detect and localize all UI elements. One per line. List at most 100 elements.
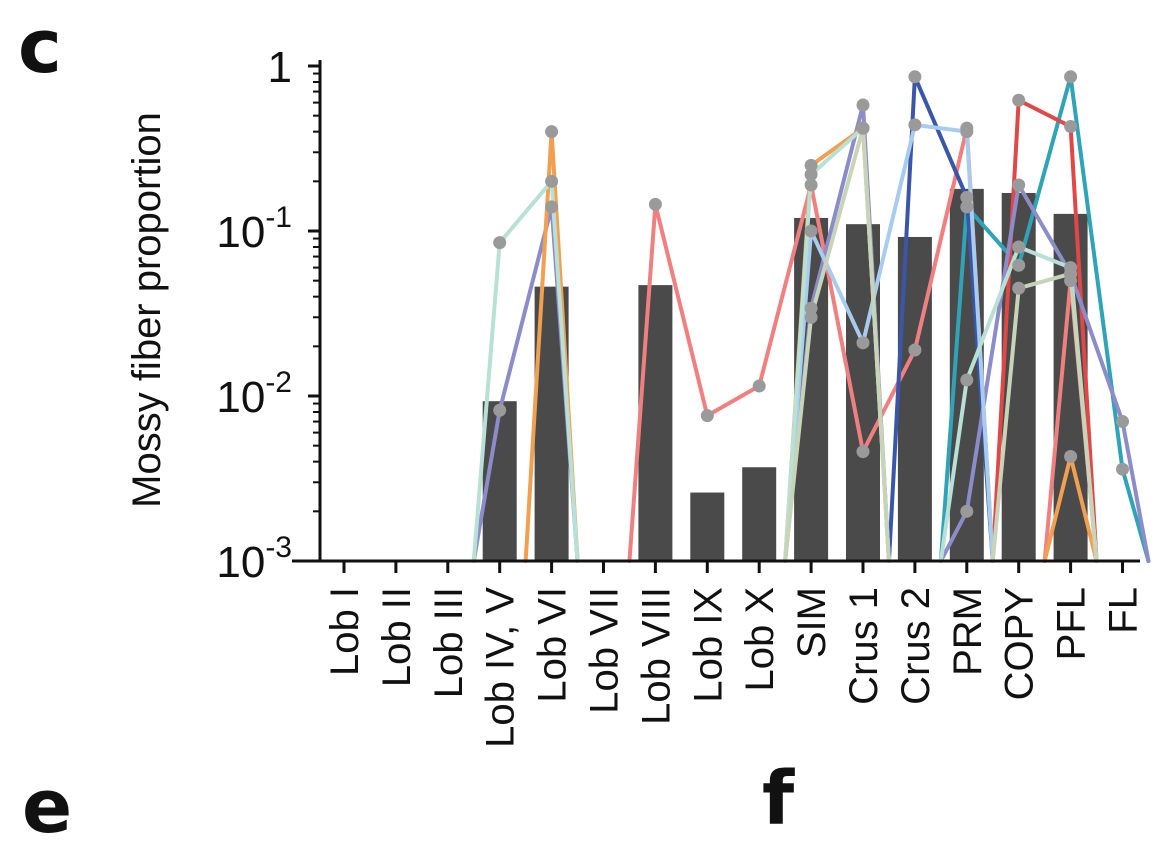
series-0-point: [856, 445, 870, 459]
series-4-drop-left: [471, 408, 502, 563]
x-tick-label: Lob IX: [686, 587, 730, 703]
series-8-drop-right: [1068, 271, 1099, 563]
series-5-segment: [912, 122, 969, 134]
bar-8: [742, 467, 777, 561]
series-5-segment: [809, 229, 865, 345]
series-4-segment: [809, 103, 865, 311]
series-1-segment: [1068, 74, 1125, 472]
series-8-segment: [809, 126, 865, 320]
series-6-drop-left: [1042, 454, 1073, 563]
series-points-layer: [493, 70, 1129, 518]
series-2-drop-left: [990, 98, 1021, 563]
series-0-point: [648, 197, 662, 211]
x-tick-label: Crus 2: [894, 587, 938, 705]
series-1-segment: [1016, 74, 1073, 268]
series-0-point: [908, 343, 922, 357]
x-tick-label: Lob II: [375, 587, 419, 687]
x-tick-label: Crus 1: [842, 587, 886, 705]
y-tick-label: 10-3: [216, 531, 292, 587]
series-6-drop-right: [1068, 454, 1099, 563]
x-tick-label: FL: [1102, 587, 1146, 634]
series-4-segment: [1068, 271, 1125, 424]
mossy-fiber-chart: 1 10-1 10-2 10-3 Lob I Lob II Lob III Lob IV, V…: [125, 43, 1151, 748]
x-tick-label: PFL: [1050, 587, 1094, 660]
series-8-point: [804, 310, 818, 324]
series-7-point: [493, 236, 507, 250]
y-tick-label: 1: [268, 43, 292, 92]
series-4-segment: [497, 204, 554, 413]
series-3-point: [908, 70, 922, 84]
series-7-point: [545, 174, 559, 188]
axes-layer: 1 10-1 10-2 10-3 Lob I Lob II Lob III Lob IV, V…: [216, 43, 1145, 748]
series-8-drop-left: [783, 315, 814, 563]
series-7-drop-left: [471, 240, 502, 563]
x-tick-label: PRM: [946, 587, 990, 676]
series-7-drop-left: [783, 172, 814, 563]
series-4-segment: [1016, 183, 1073, 276]
series-7-drop-right: [549, 179, 580, 563]
series-7-segment: [964, 244, 1021, 383]
series-0-point: [700, 409, 714, 423]
x-tick-label: Lob X: [738, 587, 782, 692]
series-3-drop-left: [886, 74, 917, 563]
y-axis-label: Mossy fiber proportion: [125, 112, 169, 508]
series-0-segment: [809, 183, 865, 454]
series-7-point: [960, 373, 974, 387]
series-5-point: [908, 118, 922, 132]
series-8-drop-left: [990, 286, 1021, 563]
x-tick-label: Lob III: [427, 587, 471, 698]
bar-6: [638, 285, 673, 561]
series-6-point: [1064, 449, 1078, 463]
series-1-point: [1012, 258, 1026, 272]
series-8-point: [1012, 281, 1026, 295]
x-tick-label: Lob IV, V: [479, 587, 523, 748]
x-tick-label: COPY: [998, 587, 1042, 700]
series-1-point: [1064, 70, 1078, 84]
series-5-point: [804, 224, 818, 238]
series-0-segment: [653, 202, 710, 418]
series-6-point: [804, 158, 818, 172]
series-8-segment: [1016, 271, 1073, 291]
x-tick-label: Lob I: [323, 587, 367, 676]
series-2-drop-right: [1068, 124, 1099, 563]
series-7-segment: [1016, 244, 1073, 270]
series-0-segment: [861, 348, 917, 454]
bar-7: [690, 492, 725, 561]
series-7-segment: [809, 126, 865, 177]
series-3-segment: [912, 74, 969, 200]
x-tick-label: SIM: [790, 587, 834, 658]
series-4-point: [1116, 415, 1129, 429]
series-1-point: [960, 200, 974, 214]
next-panel-label-f: f: [762, 756, 795, 842]
panel-label: c: [18, 4, 62, 90]
series-4-point: [960, 504, 974, 518]
x-tick-label: Lob VIII: [634, 587, 678, 725]
series-5-point: [960, 125, 974, 139]
series-5-segment: [861, 122, 917, 345]
series-8-point: [856, 121, 870, 135]
series-7-point: [804, 168, 818, 182]
series-4-drop-right: [1120, 419, 1151, 563]
series-4-point: [545, 200, 559, 214]
next-panel-label-e: e: [22, 764, 73, 850]
series-8-drop-right: [861, 126, 891, 563]
series-0-segment: [705, 383, 762, 418]
series-0-segment: [912, 126, 969, 353]
series-2-segment: [1016, 98, 1073, 129]
series-1-drop-left: [938, 204, 969, 563]
y-tick-label: 10-2: [216, 366, 292, 422]
series-7-segment: [497, 179, 554, 245]
series-7-drop-left: [938, 378, 969, 563]
series-4-point: [856, 98, 870, 112]
x-tick-label: Lob VI: [531, 587, 575, 703]
series-4-point: [804, 301, 818, 315]
x-tick-label: Lob VII: [583, 587, 627, 714]
series-3-point: [960, 190, 974, 204]
series-0-drop-left: [627, 202, 658, 563]
series-5-point: [856, 336, 870, 350]
series-2-point: [1064, 119, 1078, 133]
series-0-drop-left: [1042, 278, 1073, 563]
series-4-drop-left: [938, 509, 969, 563]
series-0-point: [752, 379, 766, 393]
y-tick-label: 10-1: [216, 201, 292, 257]
